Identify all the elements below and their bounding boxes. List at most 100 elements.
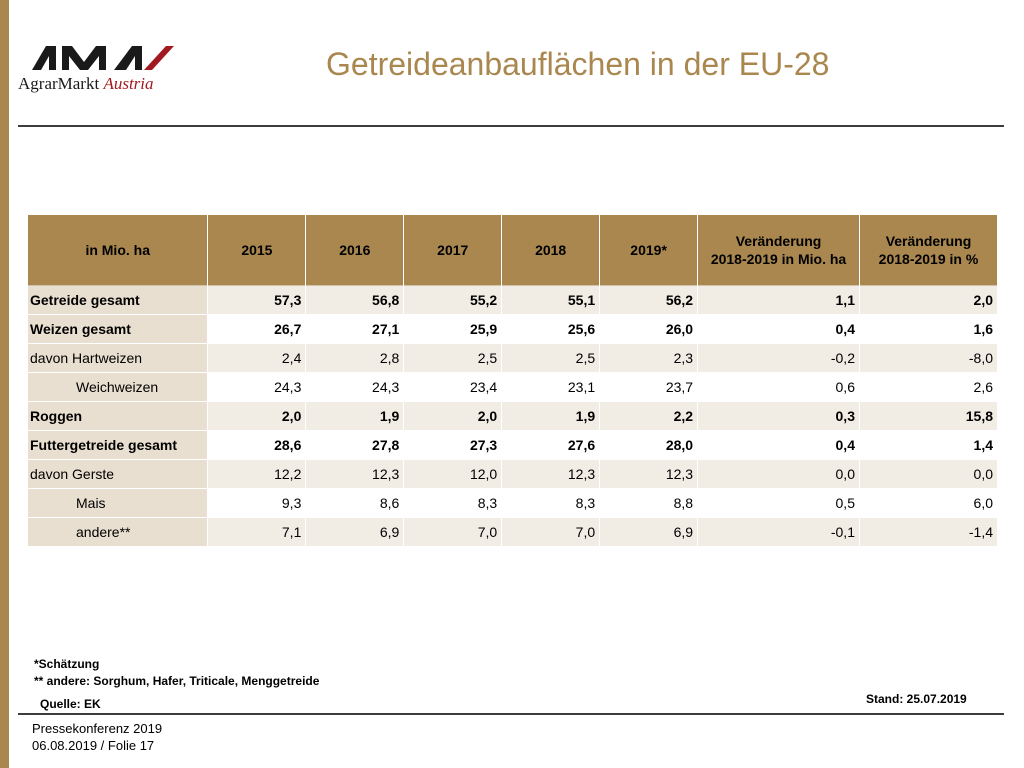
table-cell: -0,2: [697, 343, 860, 373]
table-cell: 12,3: [501, 459, 601, 489]
table-cell: 1,1: [697, 285, 860, 315]
table-cell: 23,7: [599, 372, 699, 402]
table-cell: 1,4: [859, 430, 999, 460]
table-header-row: in Mio. ha 2015 2016 2017 2018 2019* Ver…: [28, 215, 999, 286]
table-cell: 1,6: [859, 314, 999, 344]
header-2016: 2016: [305, 215, 405, 286]
header-change-abs-line2: 2018-2019 in Mio. ha: [710, 251, 847, 267]
header-2017: 2017: [403, 215, 503, 286]
row-label: Futtergetreide gesamt: [28, 430, 209, 460]
table-cell: -1,4: [859, 517, 999, 547]
table-cell: 56,2: [599, 285, 699, 315]
table-cell: 12,3: [599, 459, 699, 489]
table-cell: 2,8: [305, 343, 405, 373]
table-cell: -8,0: [859, 343, 999, 373]
table-cell: 2,3: [599, 343, 699, 373]
row-label: Mais: [28, 488, 209, 518]
table-cell: 27,6: [501, 430, 601, 460]
row-label: Weichweizen: [28, 372, 209, 402]
table-cell: 28,6: [207, 430, 307, 460]
table-cell: 8,3: [501, 488, 601, 518]
ama-logo: AgrarMarkt Austria: [18, 42, 178, 100]
table-cell: 2,6: [859, 372, 999, 402]
header-change-abs: Veränderung 2018-2019 in Mio. ha: [697, 215, 860, 286]
table-cell: 7,0: [501, 517, 601, 547]
table-row: Mais 9,3 8,6 8,3 8,3 8,8 0,5 6,0: [28, 488, 999, 518]
table-cell: 0,4: [697, 430, 860, 460]
logo-wordmark: AgrarMarkt Austria: [18, 74, 154, 94]
header-change-pct: Veränderung 2018-2019 in %: [859, 215, 999, 286]
grain-area-table: in Mio. ha 2015 2016 2017 2018 2019* Ver…: [28, 215, 999, 547]
table-cell: 12,3: [305, 459, 405, 489]
table-cell: 0,4: [697, 314, 860, 344]
table-row: Weizen gesamt 26,7 27,1 25,9 25,6 26,0 0…: [28, 314, 999, 344]
table-cell: 57,3: [207, 285, 307, 315]
table-cell: 27,3: [403, 430, 503, 460]
page-title: Getreideanbauflächen in der EU-28: [326, 46, 830, 82]
table-cell: 8,6: [305, 488, 405, 518]
table-cell: 24,3: [207, 372, 307, 402]
table-cell: 2,0: [403, 401, 503, 431]
row-label: Getreide gesamt: [28, 285, 209, 315]
header-2018: 2018: [501, 215, 601, 286]
table-cell: 0,6: [697, 372, 860, 402]
table-cell: 2,0: [859, 285, 999, 315]
table-cell: 55,1: [501, 285, 601, 315]
footnote-others: ** andere: Sorghum, Hafer, Triticale, Me…: [34, 674, 320, 688]
table-cell: 23,4: [403, 372, 503, 402]
source-note: Quelle: EK: [40, 697, 101, 711]
table-cell: 12,2: [207, 459, 307, 489]
table-cell: 9,3: [207, 488, 307, 518]
logo-suffix: Austria: [103, 74, 154, 93]
table-cell: 12,0: [403, 459, 503, 489]
table-cell: -0,1: [697, 517, 860, 547]
footer-date-slide: 06.08.2019 / Folie 17: [32, 738, 155, 753]
table-cell: 1,9: [501, 401, 601, 431]
table-cell: 7,1: [207, 517, 307, 547]
table-row: andere** 7,1 6,9 7,0 7,0 6,9 -0,1 -1,4: [28, 517, 999, 547]
row-label: andere**: [28, 517, 209, 547]
ama-logo-mark: [32, 46, 174, 70]
table-cell: 15,8: [859, 401, 999, 431]
header-change-abs-line1: Veränderung: [735, 233, 822, 249]
table-cell: 1,9: [305, 401, 405, 431]
table-cell: 26,0: [599, 314, 699, 344]
table-cell: 27,8: [305, 430, 405, 460]
table-row: Roggen 2,0 1,9 2,0 1,9 2,2 0,3 15,8: [28, 401, 999, 431]
footnotes: *Schätzung ** andere: Sorghum, Hafer, Tr…: [34, 656, 319, 690]
header-change-pct-line2: 2018-2019 in %: [878, 251, 979, 267]
table-cell: 25,9: [403, 314, 503, 344]
table-cell: 24,3: [305, 372, 405, 402]
header-2019: 2019*: [599, 215, 699, 286]
table-cell: 0,5: [697, 488, 860, 518]
header-2015: 2015: [207, 215, 307, 286]
table-cell: 0,0: [697, 459, 860, 489]
slide-footer: Pressekonferenz 2019 06.08.2019 / Folie …: [32, 720, 162, 754]
row-label: Roggen: [28, 401, 209, 431]
table-row: davon Gerste 12,2 12,3 12,0 12,3 12,3 0,…: [28, 459, 999, 489]
row-label: Weizen gesamt: [28, 314, 209, 344]
table-cell: 2,5: [403, 343, 503, 373]
table-cell: 27,1: [305, 314, 405, 344]
table-cell: 8,8: [599, 488, 699, 518]
footnote-estimate: *Schätzung: [34, 657, 100, 671]
table-row: Futtergetreide gesamt 28,6 27,8 27,3 27,…: [28, 430, 999, 460]
table-cell: 6,9: [599, 517, 699, 547]
table-cell: 6,9: [305, 517, 405, 547]
top-divider: [18, 125, 1004, 127]
footer-event: Pressekonferenz 2019: [32, 721, 163, 736]
table-cell: 26,7: [207, 314, 307, 344]
bottom-divider: [18, 713, 1004, 715]
table-row: Weichweizen 24,3 24,3 23,4 23,1 23,7 0,6…: [28, 372, 999, 402]
table-cell: 2,2: [599, 401, 699, 431]
table-cell: 2,5: [501, 343, 601, 373]
table-cell: 8,3: [403, 488, 503, 518]
left-accent-bar: [0, 0, 9, 768]
table-cell: 55,2: [403, 285, 503, 315]
table-row: Getreide gesamt 57,3 56,8 55,2 55,1 56,2…: [28, 285, 999, 315]
table-cell: 2,0: [207, 401, 307, 431]
table-row: davon Hartweizen 2,4 2,8 2,5 2,5 2,3 -0,…: [28, 343, 999, 373]
table-cell: 0,3: [697, 401, 860, 431]
row-label: davon Gerste: [28, 459, 209, 489]
row-label: davon Hartweizen: [28, 343, 209, 373]
